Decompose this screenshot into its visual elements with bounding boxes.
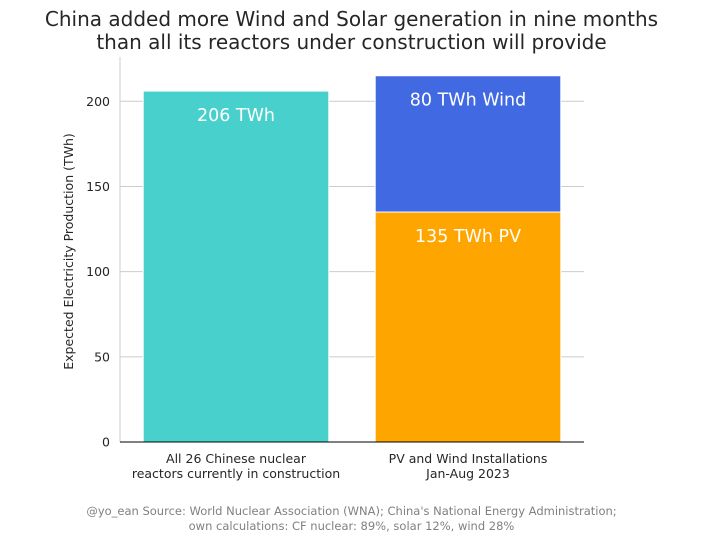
footnote: @yo_ean Source: World Nuclear Associatio…	[86, 504, 616, 533]
y-tick-label-100: 100	[86, 264, 110, 279]
chart-title-line-1: China added more Wind and Solar generati…	[45, 7, 658, 31]
y-tick-label-0: 0	[102, 435, 110, 450]
axes	[119, 57, 584, 443]
bar-segment-0	[142, 90, 330, 443]
footnote-line-2: own calculations: CF nuclear: 89%, solar…	[189, 519, 515, 533]
y-tick-label-150: 150	[86, 179, 110, 194]
bar-label-0: 206 TWh	[197, 106, 275, 126]
chart-title: China added more Wind and Solar generati…	[45, 7, 658, 54]
x-tick-label-0-0: All 26 Chinese nuclear	[166, 451, 307, 466]
y-tick-label-200: 200	[86, 94, 110, 109]
bar-label-1: 135 TWh PV	[415, 227, 521, 247]
y-axis-label: Expected Electricity Production (TWh)	[61, 133, 76, 370]
bar-label-2: 80 TWh Wind	[410, 91, 526, 111]
x-tick-label-1-1: Jan-Aug 2023	[425, 466, 510, 481]
bar-segment-1	[374, 211, 562, 443]
y-ticks: 0 50 100 150 200	[86, 94, 110, 450]
x-tick-label-1-0: PV and Wind Installations	[389, 451, 548, 466]
bars	[142, 75, 562, 443]
y-tick-label-50: 50	[94, 349, 110, 364]
bar-segment-2	[374, 75, 562, 213]
footnote-line-1: @yo_ean Source: World Nuclear Associatio…	[86, 504, 616, 518]
bar-labels: 206 TWh 135 TWh PV 80 TWh Wind	[197, 91, 526, 247]
x-tick-label-0-1: reactors currently in construction	[132, 466, 340, 481]
chart-title-line-2: than all its reactors under construction…	[96, 30, 606, 54]
